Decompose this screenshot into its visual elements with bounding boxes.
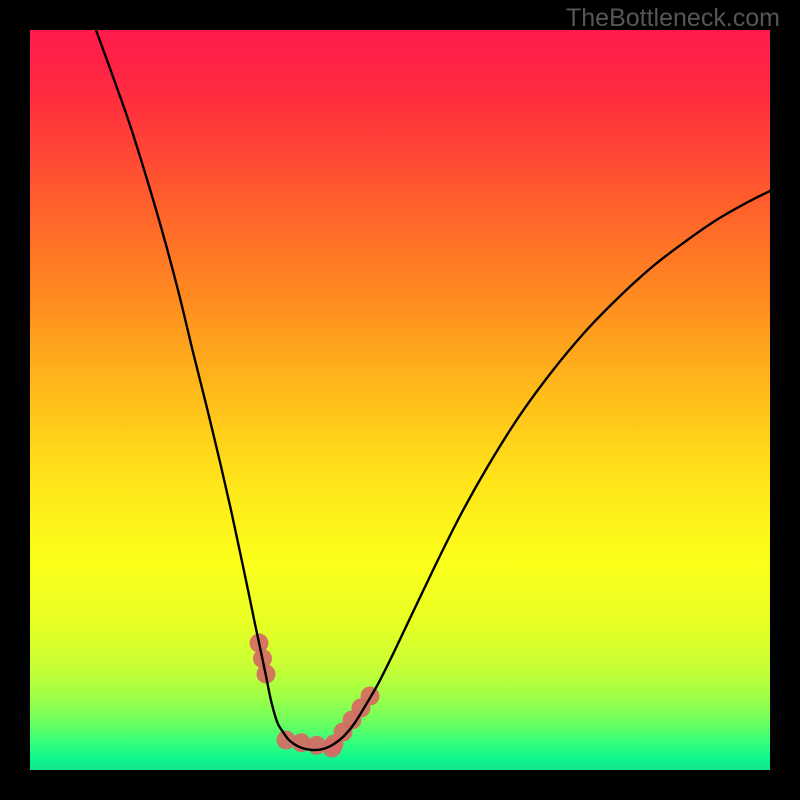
curve-svg [30,30,770,770]
plot-area [30,30,770,770]
bottleneck-curve [96,30,770,750]
chart-frame: TheBottleneck.com [0,0,800,800]
watermark-text: TheBottleneck.com [566,4,780,33]
